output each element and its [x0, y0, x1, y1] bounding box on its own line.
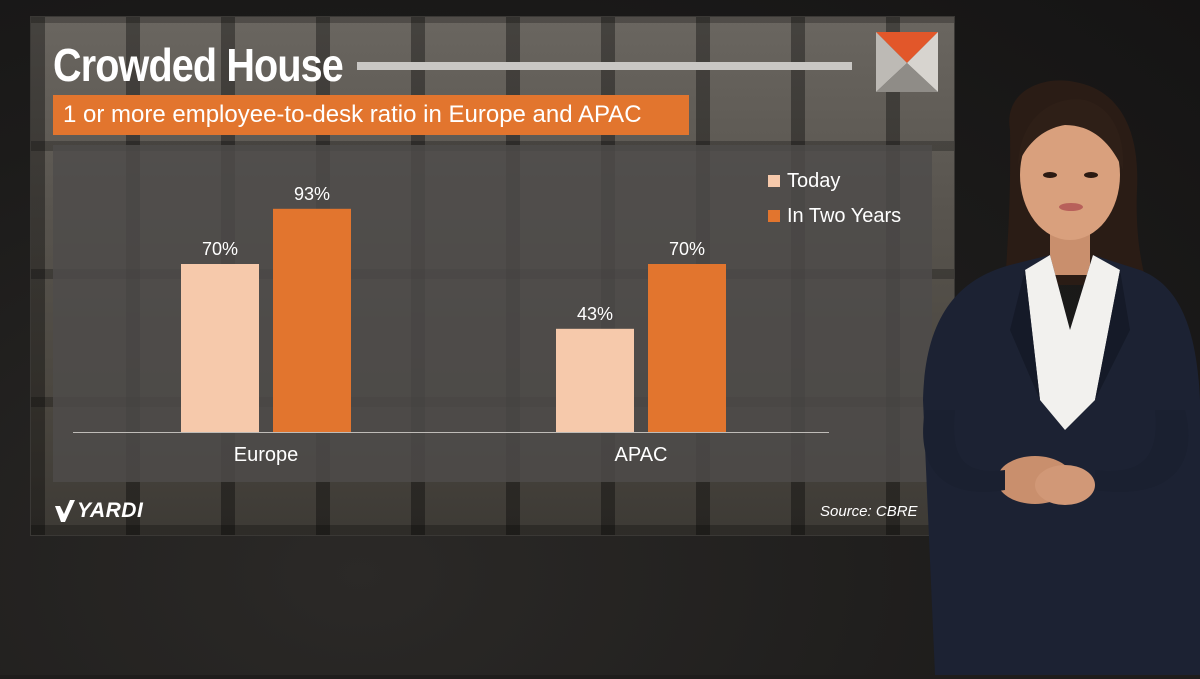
source-note: Source: CBRE [820, 503, 918, 520]
bar-europe-in-two-years [273, 208, 351, 432]
category-label-apac: APAC [615, 444, 668, 466]
bar-apac-today [556, 328, 634, 432]
legend-swatch-in-two-years [768, 210, 780, 222]
data-label-apac-today: 43% [577, 304, 613, 324]
legend-swatch-today [768, 175, 780, 187]
data-label-europe-today: 70% [202, 239, 238, 259]
data-label-apac-in-two-years: 70% [669, 239, 705, 259]
legend-label-today: Today [787, 170, 840, 192]
yardi-chevron-icon [55, 500, 75, 522]
chart-area: 70% 93% Europe 43% 70% APAC Today In Two Years [53, 145, 932, 482]
triangle-logo-icon [876, 32, 938, 92]
bar-chart: 70% 93% Europe 43% 70% APAC Today In Two Years [73, 170, 901, 466]
data-label-europe-in-two-years: 93% [294, 184, 330, 204]
category-label-europe: Europe [234, 444, 299, 466]
bar-europe-today [181, 264, 259, 432]
slide-title: Crowded House [53, 39, 344, 91]
brand-logo: YARDI [55, 497, 143, 525]
title-rule [357, 62, 852, 70]
presenter-image [915, 70, 1200, 675]
brand-name: YARDI [77, 499, 144, 522]
slide-subtitle: 1 or more employee-to-desk ratio in Euro… [53, 95, 689, 135]
bar-apac-in-two-years [648, 264, 726, 432]
legend-label-in-two-years: In Two Years [787, 205, 901, 227]
